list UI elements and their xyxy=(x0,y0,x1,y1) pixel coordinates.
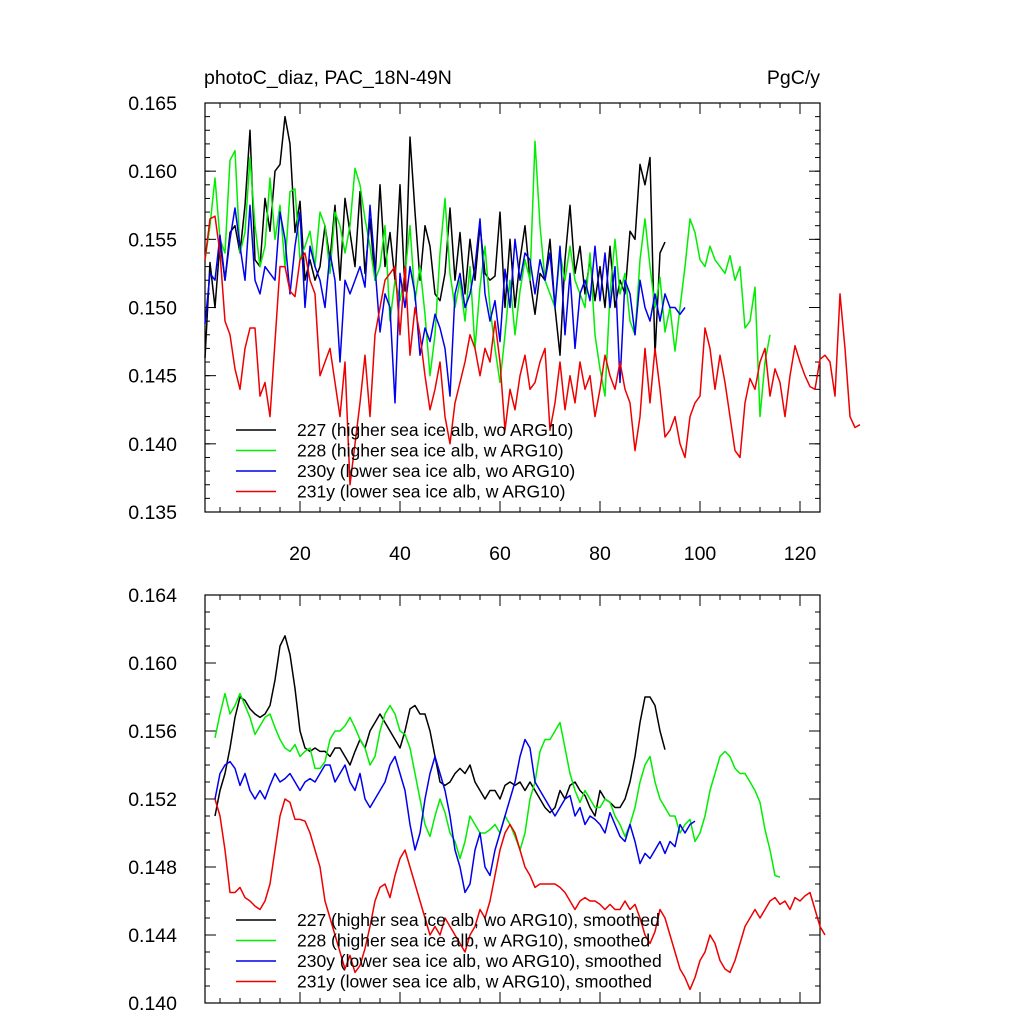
series-line-228 xyxy=(214,692,781,878)
x-tick-label: 60 xyxy=(489,543,511,565)
y-tick-label: 0.160 xyxy=(128,161,177,183)
y-tick-label: 0.165 xyxy=(128,93,177,115)
y-tick-label: 0.156 xyxy=(128,721,177,743)
series-line-227 xyxy=(214,635,666,817)
x-tick-label: 120 xyxy=(784,543,817,565)
y-tick-label: 0.150 xyxy=(128,298,177,320)
series-line-230y xyxy=(214,738,696,894)
series-line-228 xyxy=(204,140,771,418)
y-tick-label: 0.160 xyxy=(128,653,177,675)
y-tick-label: 0.148 xyxy=(128,857,177,879)
legend-label: 227 (higher sea ice alb, wo ARG10) xyxy=(297,420,573,440)
series-line-230y xyxy=(204,204,686,404)
bottom-plot-panel: 0.140 0.144 0.148 0.152 0.156 0.160 0.164 227 (… xyxy=(128,585,826,1015)
series-line-231y xyxy=(204,215,861,486)
series-line-231y xyxy=(214,798,826,991)
x-tick-label: 80 xyxy=(589,543,611,565)
x-tick-label: 20 xyxy=(289,543,311,565)
y-tick-label: 0.140 xyxy=(128,434,177,456)
legend-label: 227 (higher sea ice alb, wo ARG10), smoo… xyxy=(297,910,660,930)
units-label: PgC/y xyxy=(767,67,820,89)
y-tick-label: 0.140 xyxy=(128,993,177,1015)
y-tick-label: 0.144 xyxy=(128,925,177,947)
x-tick-label: 40 xyxy=(389,543,411,565)
legend-label: 228 (higher sea ice alb, w ARG10), smoot… xyxy=(297,931,650,951)
legend-label: 230y (lower sea ice alb, wo ARG10) xyxy=(297,461,575,481)
x-tick-label: 100 xyxy=(684,543,717,565)
y-tick-label: 0.164 xyxy=(128,585,177,607)
y-tick-label: 0.152 xyxy=(128,789,177,811)
y-tick-label: 0.135 xyxy=(128,502,177,524)
legend-label: 228 (higher sea ice alb, w ARG10) xyxy=(297,441,564,461)
legend-label: 231y (lower sea ice alb, w ARG10), smoot… xyxy=(297,972,652,992)
chart-title: photoC_diaz, PAC_18N-49N xyxy=(204,67,452,89)
y-tick-label: 0.145 xyxy=(128,366,177,388)
top-plot-panel: 0.135 0.140 0.145 0.150 0.155 0.160 0.165 20 40 6… xyxy=(128,93,861,565)
series-line-227 xyxy=(204,115,666,358)
legend-label: 231y (lower sea ice alb, w ARG10) xyxy=(297,482,565,502)
legend-label: 230y (lower sea ice alb, wo ARG10), smoo… xyxy=(297,951,662,971)
y-tick-label: 0.155 xyxy=(128,229,177,251)
